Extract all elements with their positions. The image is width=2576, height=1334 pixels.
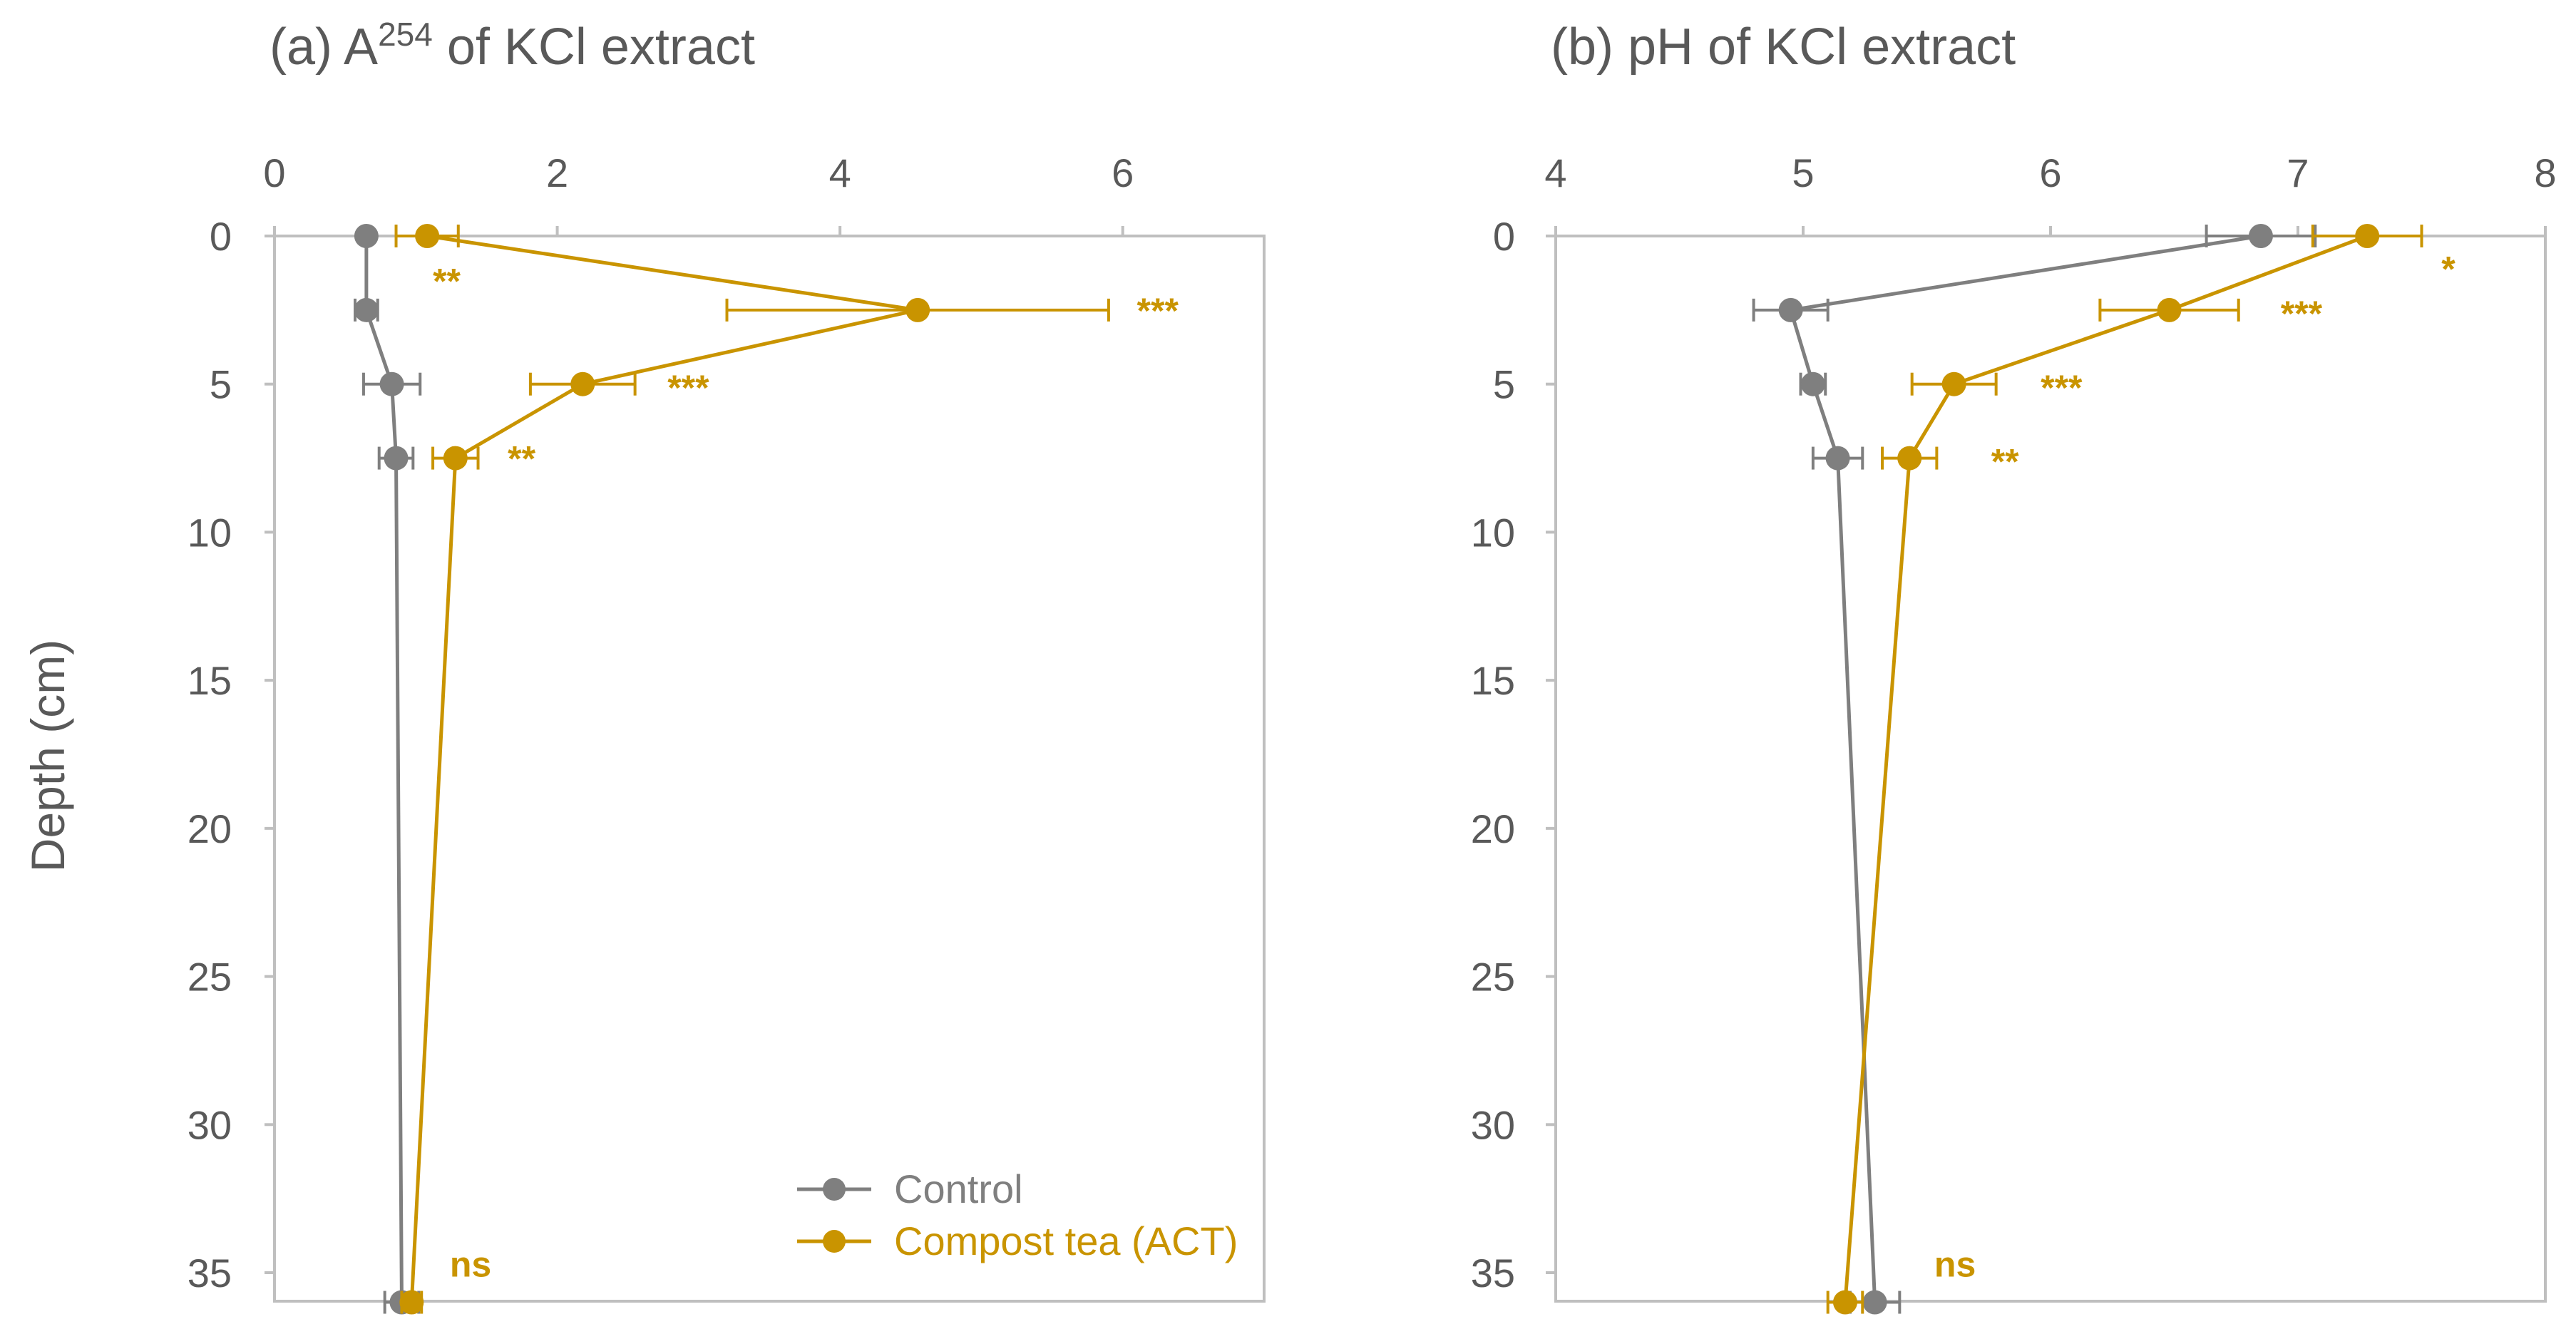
y-tick-label: 30 [1471, 1102, 1515, 1147]
x-tick-label: 8 [2534, 150, 2556, 195]
significance-label: ** [508, 439, 535, 479]
series-control [1752, 224, 2317, 1315]
plot-frame [273, 235, 1266, 1303]
panel-b: (b) pH of KCl extract 4 5 6 7 8 0 5 10 15 20 25 30 35… [1471, 19, 2557, 1315]
series-line [1843, 234, 2369, 1303]
y-tick-label: 25 [1471, 955, 1515, 1000]
data-point [443, 446, 468, 471]
legend: Control Compost tea (ACT) [797, 1166, 1238, 1263]
y-tick-label: 5 [210, 362, 232, 407]
data-point [1800, 371, 1825, 396]
data-point [1825, 446, 1850, 471]
x-tick-label: 2 [546, 150, 568, 195]
significance-label: * [2441, 250, 2456, 289]
data-point [354, 224, 379, 248]
significance-label: ** [1991, 442, 2019, 482]
x-tick-label: 4 [1544, 150, 1566, 195]
data-point [415, 224, 440, 248]
panel-a: (a) A254 of KCl extract 0 2 4 6 0 5 10 15 20 25 30 3… [188, 16, 1266, 1315]
data-point [384, 446, 409, 471]
significance-label: *** [1137, 291, 1179, 331]
data-point [1897, 446, 1922, 471]
data-point [354, 297, 379, 322]
y-tick-label: 15 [1471, 658, 1515, 703]
y-tick-label: 0 [210, 214, 232, 259]
series-control [354, 224, 422, 1315]
series-line [1788, 234, 2262, 1303]
y-tick-label: 15 [188, 658, 232, 703]
y-tick-label: 5 [1493, 362, 1515, 407]
legend-item-control: Control [797, 1166, 1023, 1211]
legend-label: Control [894, 1166, 1023, 1211]
y-tick-label: 35 [188, 1251, 232, 1295]
data-point [2157, 297, 2182, 322]
y-tick-label: 20 [1471, 806, 1515, 851]
y-tick-label: 20 [188, 806, 232, 851]
significance-label: ** [433, 261, 461, 301]
x-tick-label: 4 [829, 150, 851, 195]
data-point [2248, 224, 2273, 248]
data-point [1778, 297, 1803, 322]
data-point [2355, 224, 2380, 248]
y-tick-label: 35 [1471, 1251, 1515, 1295]
chart-title: (b) pH of KCl extract [1551, 19, 2016, 76]
x-tick-label: 5 [1792, 150, 1814, 195]
y-tick-label: 25 [188, 955, 232, 1000]
chart-title: (a) A254 of KCl extract [270, 16, 755, 76]
y-tick-label: 10 [188, 510, 232, 555]
legend-marker [823, 1178, 846, 1201]
data-point [905, 297, 930, 322]
data-point [399, 1290, 424, 1315]
x-tick-label: 0 [263, 150, 285, 195]
y-tick-label: 10 [1471, 510, 1515, 555]
chart-title-superscript: 254 [378, 16, 433, 53]
data-point [1832, 1290, 1857, 1315]
data-point [1862, 1290, 1887, 1315]
significance-label: *** [667, 368, 709, 408]
series-line [364, 236, 404, 1303]
legend-label: Compost tea (ACT) [894, 1218, 1238, 1263]
significance-label: ns [1934, 1245, 1976, 1285]
data-point [570, 371, 595, 396]
series-compost-tea [1826, 224, 2423, 1315]
chart-title-rest: of KCl extract [433, 19, 755, 76]
data-point [1941, 371, 1966, 396]
data-point [379, 371, 404, 396]
series-compost-tea [394, 224, 1110, 1315]
legend-item-compost-tea: Compost tea (ACT) [797, 1218, 1238, 1263]
significance-label: *** [2041, 368, 2083, 408]
y-tick-label: 30 [188, 1102, 232, 1147]
significance-label: *** [2281, 294, 2323, 334]
x-tick-label: 6 [1112, 150, 1134, 195]
x-tick-label: 7 [2287, 150, 2309, 195]
series-line [409, 234, 918, 1303]
y-tick-label: 0 [1493, 214, 1515, 259]
significance-label: ns [450, 1245, 491, 1285]
x-tick-label: 6 [2039, 150, 2061, 195]
y-axis-label: Depth (cm) [21, 640, 74, 872]
legend-marker [823, 1230, 846, 1253]
